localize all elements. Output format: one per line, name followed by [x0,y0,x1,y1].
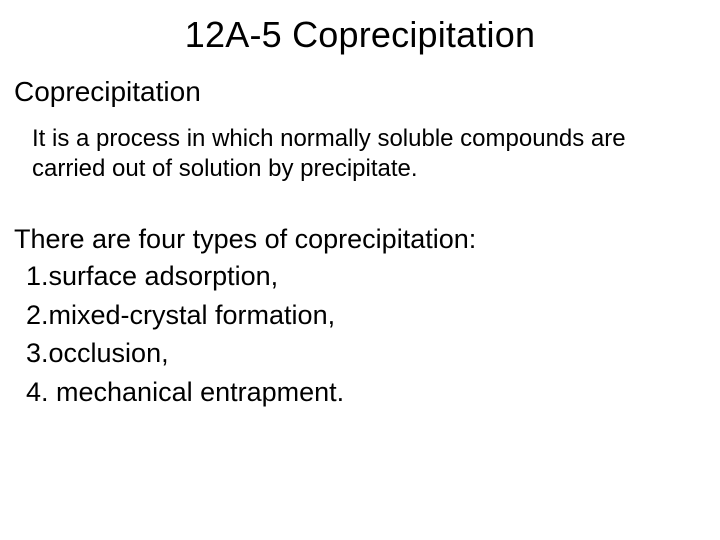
slide-container: 12A-5 Coprecipitation Coprecipitation It… [0,0,720,540]
slide-title: 12A-5 Coprecipitation [14,14,706,56]
list-item: 1.surface adsorption, [26,259,706,294]
list-item: 3.occlusion, [26,336,706,371]
list-intro: There are four types of coprecipitation: [14,224,706,255]
list-item: 4. mechanical entrapment. [26,375,706,410]
definition-text: It is a process in which normally solubl… [32,124,672,184]
list-item: 2.mixed-crystal formation, [26,298,706,333]
slide-subtitle: Coprecipitation [14,76,706,108]
